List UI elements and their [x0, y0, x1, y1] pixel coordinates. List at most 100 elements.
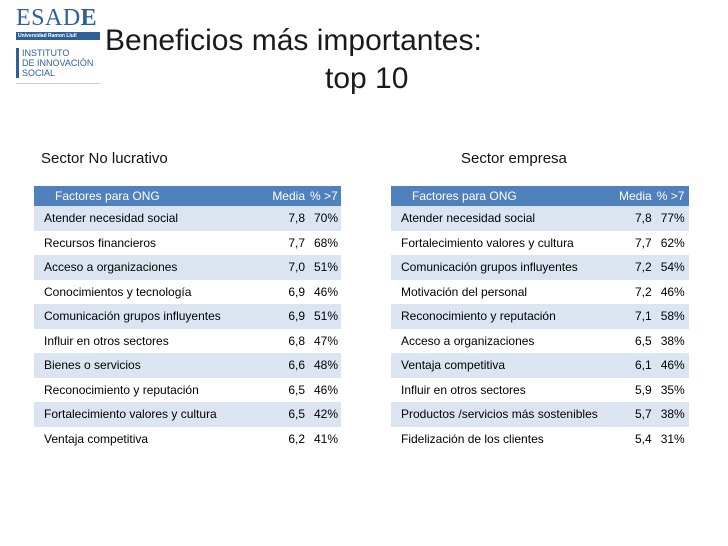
factor-cell: Fortalecimiento valores y cultura — [41, 402, 268, 427]
pct-cell: 48% — [308, 353, 342, 378]
table-row: Influir en otros sectores 6,8 47% — [34, 328, 342, 353]
esade-wordmark: ESADE — [16, 5, 98, 31]
row-stub — [34, 206, 41, 231]
section-label-business: Sector empresa — [461, 150, 567, 167]
header-factors: Factores para ONG — [398, 186, 616, 206]
table-row: Acceso a organizaciones 7,0 51% — [34, 255, 342, 280]
row-stub — [391, 255, 398, 280]
mean-cell: 7,2 — [616, 279, 655, 304]
mean-cell: 7,2 — [616, 255, 655, 280]
title-line-1: Beneficios más importantes: — [105, 24, 482, 57]
table-row: Ventaja competitiva 6,1 46% — [391, 353, 689, 378]
mean-cell: 6,2 — [268, 426, 308, 451]
table-business: Factores para ONG Media % >7 Atender nec… — [391, 186, 689, 451]
table-row: Productos /servicios más sostenibles 5,7 3… — [391, 402, 689, 427]
table-row: Fortalecimiento valores y cultura 7,7 62% — [391, 230, 689, 255]
factor-cell: Conocimientos y tecnología — [41, 279, 268, 304]
factor-cell: Acceso a organizaciones — [398, 328, 616, 353]
pct-cell: 35% — [654, 377, 689, 402]
row-stub — [391, 426, 398, 451]
pct-cell: 46% — [308, 279, 342, 304]
table-row: Atender necesidad social 7,8 70% — [34, 206, 342, 231]
table-row: Bienes o servicios 6,6 48% — [34, 353, 342, 378]
table-nonprofit: Factores para ONG Media % >7 Atender nec… — [34, 186, 342, 451]
row-stub — [391, 328, 398, 353]
table-row: Motivación del personal 7,2 46% — [391, 279, 689, 304]
pct-cell: 46% — [308, 377, 342, 402]
pct-cell: 54% — [654, 255, 689, 280]
mean-cell: 6,9 — [268, 304, 308, 329]
row-stub — [391, 230, 398, 255]
row-stub — [391, 206, 398, 231]
pct-cell: 47% — [308, 328, 342, 353]
factor-cell: Motivación del personal — [398, 279, 616, 304]
pct-cell: 42% — [308, 402, 342, 427]
slide-title: Beneficios más importantes: top 10 — [105, 22, 625, 98]
mean-cell: 6,5 — [616, 328, 655, 353]
row-stub — [34, 426, 41, 451]
mean-cell: 7,1 — [616, 304, 655, 329]
factor-cell: Ventaja competitiva — [41, 426, 268, 451]
factor-cell: Reconocimiento y reputación — [398, 304, 616, 329]
factor-cell: Acceso a organizaciones — [41, 255, 268, 280]
mean-cell: 6,9 — [268, 279, 308, 304]
mean-cell: 6,5 — [268, 402, 308, 427]
factor-cell: Comunicación grupos influyentes — [398, 255, 616, 280]
table-row: Reconocimiento y reputación 6,5 46% — [34, 377, 342, 402]
factor-cell: Comunicación grupos influyentes — [41, 304, 268, 329]
pct-cell: 51% — [308, 255, 342, 280]
row-stub — [391, 353, 398, 378]
row-stub — [34, 377, 41, 402]
factor-cell: Reconocimiento y reputación — [41, 377, 268, 402]
row-stub — [34, 353, 41, 378]
header-pct: % >7 — [308, 186, 342, 206]
factor-cell: Ventaja competitiva — [398, 353, 616, 378]
row-stub — [34, 328, 41, 353]
row-stub — [34, 304, 41, 329]
table-row: Comunicación grupos influyentes 6,9 51% — [34, 304, 342, 329]
table-header-row: Factores para ONG Media % >7 — [391, 186, 689, 206]
logo-divider — [16, 83, 100, 84]
table-row: Fidelización de los clientes 5,4 31% — [391, 426, 689, 451]
pct-cell: 38% — [654, 402, 689, 427]
table-row: Recursos financieros 7,7 68% — [34, 230, 342, 255]
header-pct: % >7 — [654, 186, 689, 206]
section-label-nonprofit: Sector No lucrativo — [41, 150, 168, 167]
mean-cell: 6,5 — [268, 377, 308, 402]
mean-cell: 6,1 — [616, 353, 655, 378]
mean-cell: 5,9 — [616, 377, 655, 402]
table-row: Reconocimiento y reputación 7,1 58% — [391, 304, 689, 329]
mean-cell: 7,8 — [616, 206, 655, 231]
factor-cell: Productos /servicios más sostenibles — [398, 402, 616, 427]
table-row: Comunicación grupos influyentes 7,2 54% — [391, 255, 689, 280]
factor-cell: Bienes o servicios — [41, 353, 268, 378]
table-row: Conocimientos y tecnología 6,9 46% — [34, 279, 342, 304]
mean-cell: 6,6 — [268, 353, 308, 378]
pct-cell: 46% — [654, 279, 689, 304]
mean-cell: 5,7 — [616, 402, 655, 427]
table-row: Acceso a organizaciones 6,5 38% — [391, 328, 689, 353]
factor-cell: Atender necesidad social — [398, 206, 616, 231]
row-stub — [34, 255, 41, 280]
row-stub — [391, 402, 398, 427]
pct-cell: 41% — [308, 426, 342, 451]
pct-cell: 68% — [308, 230, 342, 255]
pct-cell: 62% — [654, 230, 689, 255]
factor-cell: Fidelización de los clientes — [398, 426, 616, 451]
factor-cell: Influir en otros sectores — [41, 328, 268, 353]
factor-cell: Atender necesidad social — [41, 206, 268, 231]
mean-cell: 7,7 — [268, 230, 308, 255]
pct-cell: 77% — [654, 206, 689, 231]
row-stub — [34, 279, 41, 304]
factor-cell: Influir en otros sectores — [398, 377, 616, 402]
table-row: Ventaja competitiva 6,2 41% — [34, 426, 342, 451]
header-mean: Media — [616, 186, 655, 206]
table-row: Fortalecimiento valores y cultura 6,5 42% — [34, 402, 342, 427]
mean-cell: 5,4 — [616, 426, 655, 451]
header-mean: Media — [268, 186, 308, 206]
table-row: Influir en otros sectores 5,9 35% — [391, 377, 689, 402]
mean-cell: 7,7 — [616, 230, 655, 255]
factor-cell: Recursos financieros — [41, 230, 268, 255]
row-stub — [391, 304, 398, 329]
mean-cell: 6,8 — [268, 328, 308, 353]
